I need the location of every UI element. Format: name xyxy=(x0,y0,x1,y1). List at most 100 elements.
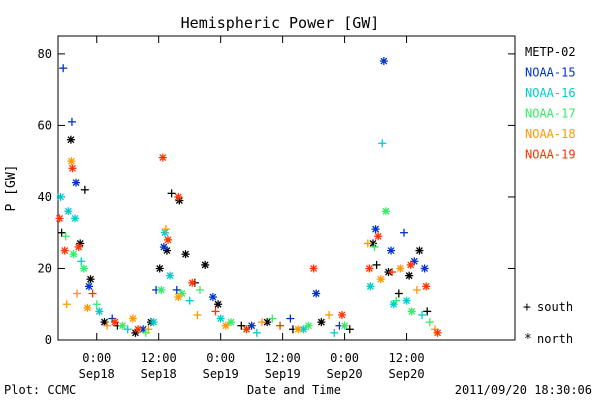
north-point-marker xyxy=(407,307,416,316)
south-point-marker xyxy=(144,325,153,334)
south-point-marker xyxy=(92,300,101,309)
north-point-marker xyxy=(66,135,75,144)
north-point-marker xyxy=(166,271,175,280)
north-point-marker xyxy=(159,243,168,252)
north-point-marker xyxy=(340,321,349,330)
south-point-marker xyxy=(388,268,397,277)
north-point-marker xyxy=(379,57,388,66)
legend: METP-02 NOAA-15 NOAA-16 NOAA-17 NOAA-18 NOAA-… xyxy=(525,45,576,162)
south-point-marker xyxy=(370,243,379,252)
data-points xyxy=(55,57,442,337)
north-point-marker xyxy=(387,246,396,255)
north-point-marker xyxy=(312,289,321,298)
north-point-marker xyxy=(366,282,375,291)
south-point-marker xyxy=(59,64,68,73)
south-point-marker xyxy=(73,289,82,298)
south-point-marker xyxy=(237,321,246,330)
x-tick-date-label: Sep20 xyxy=(388,367,424,381)
north-point-marker xyxy=(405,271,414,280)
north-point-marker xyxy=(149,318,158,327)
north-point-marker xyxy=(181,250,190,259)
south-point-marker xyxy=(77,257,86,266)
north-point-marker xyxy=(208,293,217,302)
y-tick-label: 40 xyxy=(38,190,52,204)
south-point-marker xyxy=(325,310,334,319)
south-point-marker xyxy=(103,321,112,330)
legend-entry: NOAA-15 xyxy=(525,66,576,80)
north-point-marker xyxy=(163,235,172,244)
north-point-marker xyxy=(69,250,78,259)
north-point-marker xyxy=(174,293,183,302)
south-point-marker xyxy=(372,260,381,269)
north-point-marker xyxy=(406,260,415,269)
north-point-marker xyxy=(95,307,104,316)
legend-entry: NOAA-18 xyxy=(525,127,576,141)
x-tick-date-label: Sep18 xyxy=(79,367,115,381)
north-point-marker xyxy=(157,285,166,294)
south-point-marker xyxy=(196,285,205,294)
south-point-marker xyxy=(57,228,66,237)
south-point-marker xyxy=(286,314,295,323)
north-point-marker xyxy=(242,325,251,334)
south-point-marker xyxy=(252,328,261,337)
south-point-marker xyxy=(363,239,372,248)
marker-legend: + south * north xyxy=(523,300,573,347)
y-tick-label: 60 xyxy=(38,118,52,132)
north-point-marker xyxy=(216,314,225,323)
south-point-marker xyxy=(211,307,220,316)
north-point-marker xyxy=(71,214,80,223)
south-marker-symbol: + xyxy=(523,300,531,315)
x-axis-ticks: 0:00 Sep18 12:00 Sep18 0:00 Sep19 12:00 Sep19 0:… xyxy=(79,36,425,381)
north-point-marker xyxy=(110,318,119,327)
y-axis-ticks: 0 20 40 60 80 xyxy=(38,47,515,347)
south-point-marker xyxy=(412,285,421,294)
south-point-marker xyxy=(276,321,285,330)
north-marker-label: north xyxy=(537,332,573,346)
south-point-marker xyxy=(167,189,176,198)
north-point-marker xyxy=(84,282,93,291)
north-point-marker xyxy=(158,153,167,162)
south-point-marker xyxy=(172,285,181,294)
x-tick-date-label: Sep19 xyxy=(265,367,301,381)
north-point-marker xyxy=(67,157,76,166)
north-point-marker xyxy=(247,321,256,330)
south-point-marker xyxy=(80,185,89,194)
south-point-marker xyxy=(378,139,387,148)
north-point-marker xyxy=(221,321,230,330)
north-point-marker xyxy=(317,318,326,327)
north-point-marker xyxy=(338,310,347,319)
south-point-marker xyxy=(67,117,76,126)
legend-entry: NOAA-16 xyxy=(525,86,576,100)
north-point-marker xyxy=(83,303,92,312)
south-point-marker xyxy=(394,289,403,298)
legend-entry: NOAA-17 xyxy=(525,107,576,121)
north-point-marker xyxy=(55,214,64,223)
north-point-marker xyxy=(420,264,429,273)
north-point-marker xyxy=(60,246,69,255)
north-point-marker xyxy=(371,225,380,234)
x-axis-label: Date and Time xyxy=(247,383,341,397)
north-point-marker xyxy=(433,328,442,337)
x-tick-date-label: Sep18 xyxy=(141,367,177,381)
y-tick-label: 20 xyxy=(38,261,52,275)
south-point-marker xyxy=(88,289,97,298)
south-point-marker xyxy=(399,228,408,237)
north-point-marker xyxy=(86,275,95,284)
north-point-marker xyxy=(56,192,65,201)
south-point-marker xyxy=(61,232,70,241)
x-tick-time-label: 0:00 xyxy=(330,351,359,365)
south-point-marker xyxy=(425,318,434,327)
north-point-marker xyxy=(374,232,383,241)
north-marker-symbol: * xyxy=(524,332,532,347)
north-point-marker xyxy=(74,243,83,252)
x-tick-date-label: Sep19 xyxy=(203,367,239,381)
south-point-marker xyxy=(418,310,427,319)
south-marker-label: south xyxy=(537,300,573,314)
north-point-marker xyxy=(422,282,431,291)
x-tick-date-label: Sep20 xyxy=(327,367,363,381)
north-point-marker xyxy=(376,275,385,284)
north-point-marker xyxy=(365,264,374,273)
north-point-marker xyxy=(79,264,88,273)
north-point-marker xyxy=(214,300,223,309)
